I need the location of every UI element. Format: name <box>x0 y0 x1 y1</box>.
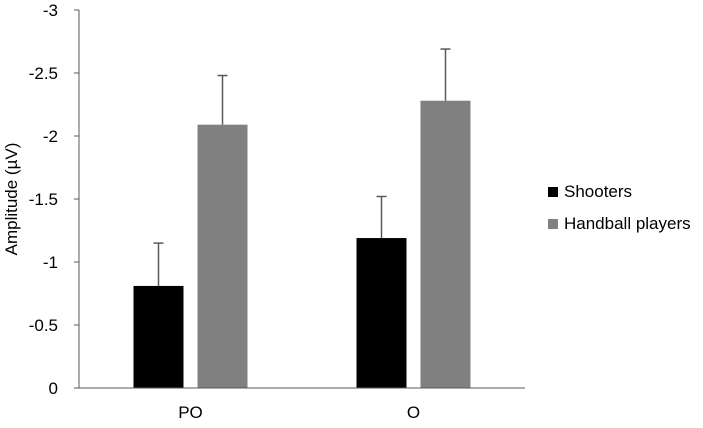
y-tick-label: -0.5 <box>29 316 58 335</box>
y-axis-title: Amplitude (µV) <box>2 143 21 256</box>
legend-label-shooters: Shooters <box>564 182 633 201</box>
y-tick-label: -1.5 <box>29 190 58 209</box>
legend-swatch-handball-players <box>548 219 558 229</box>
bar-handball-players-o <box>420 100 471 388</box>
y-tick-label: -1 <box>43 253 58 272</box>
x-category-label: O <box>407 403 420 422</box>
legend: Shooters Handball players <box>548 182 691 246</box>
bar-handball-players-po <box>197 124 248 388</box>
y-tick-label: 0 <box>49 379 58 398</box>
legend-label-handball-players: Handball players <box>564 214 691 233</box>
legend-swatch-shooters <box>548 187 558 197</box>
y-tick-label: -2 <box>43 127 58 146</box>
legend-item-shooters: Shooters <box>548 182 691 202</box>
bar-shooters-o <box>356 238 407 388</box>
y-tick-label: -2.5 <box>29 64 58 83</box>
bar-shooters-po <box>133 285 184 388</box>
y-tick-label: -3 <box>43 1 58 20</box>
legend-item-handball-players: Handball players <box>548 214 691 234</box>
x-category-label: PO <box>178 403 203 422</box>
